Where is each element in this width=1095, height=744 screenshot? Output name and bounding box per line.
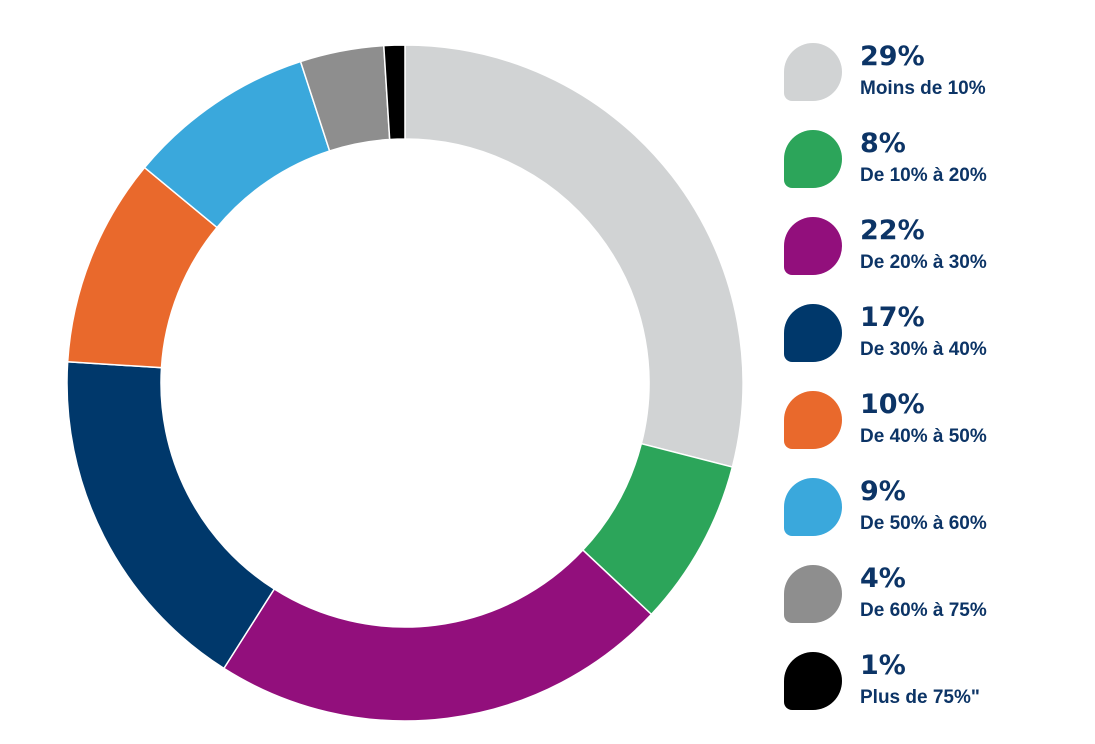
legend-label: De 10% à 20% (860, 165, 987, 186)
legend-percentage: 9% (860, 476, 906, 507)
legend-percentage: 8% (860, 128, 906, 159)
legend-percentage: 4% (860, 563, 906, 594)
legend-item: 10% De 40% à 50% (784, 388, 1084, 475)
legend-percentage: 29% (860, 41, 925, 72)
legend-swatch (784, 478, 842, 536)
donut-slice-8 (382, 44, 406, 141)
legend-swatch (784, 217, 842, 275)
legend-percentage: 22% (860, 215, 925, 246)
legend-swatch (784, 391, 842, 449)
legend-item: 17% De 30% à 40% (784, 301, 1084, 388)
legend-item: 1% Plus de 75%" (784, 649, 1084, 736)
legend-label: Plus de 75%" (860, 687, 980, 708)
legend-swatch (784, 43, 842, 101)
legend-label: Moins de 10% (860, 78, 986, 99)
legend-percentage: 1% (860, 650, 906, 681)
legend-item: 4% De 60% à 75% (784, 562, 1084, 649)
legend-item: 22% De 20% à 30% (784, 214, 1084, 301)
legend-percentage: 10% (860, 389, 925, 420)
legend-swatch (784, 304, 842, 362)
legend-label: De 50% à 60% (860, 513, 987, 534)
legend-item: 9% De 50% à 60% (784, 475, 1084, 562)
legend-label: De 20% à 30% (860, 252, 987, 273)
legend: 29% Moins de 10% 8% De 10% à 20% 22% De 20% à… (784, 40, 1084, 736)
legend-item: 29% Moins de 10% (784, 40, 1084, 127)
donut-chart (66, 44, 744, 722)
legend-label: De 40% à 50% (860, 426, 987, 447)
legend-item: 8% De 10% à 20% (784, 127, 1084, 214)
donut-slice-3 (222, 548, 653, 722)
legend-swatch (784, 652, 842, 710)
donut-slice-4 (66, 360, 276, 670)
legend-label: De 30% à 40% (860, 339, 987, 360)
legend-label: De 60% à 75% (860, 600, 987, 621)
donut-slice-1 (404, 44, 744, 468)
legend-swatch (784, 130, 842, 188)
legend-swatch (784, 565, 842, 623)
legend-percentage: 17% (860, 302, 925, 333)
